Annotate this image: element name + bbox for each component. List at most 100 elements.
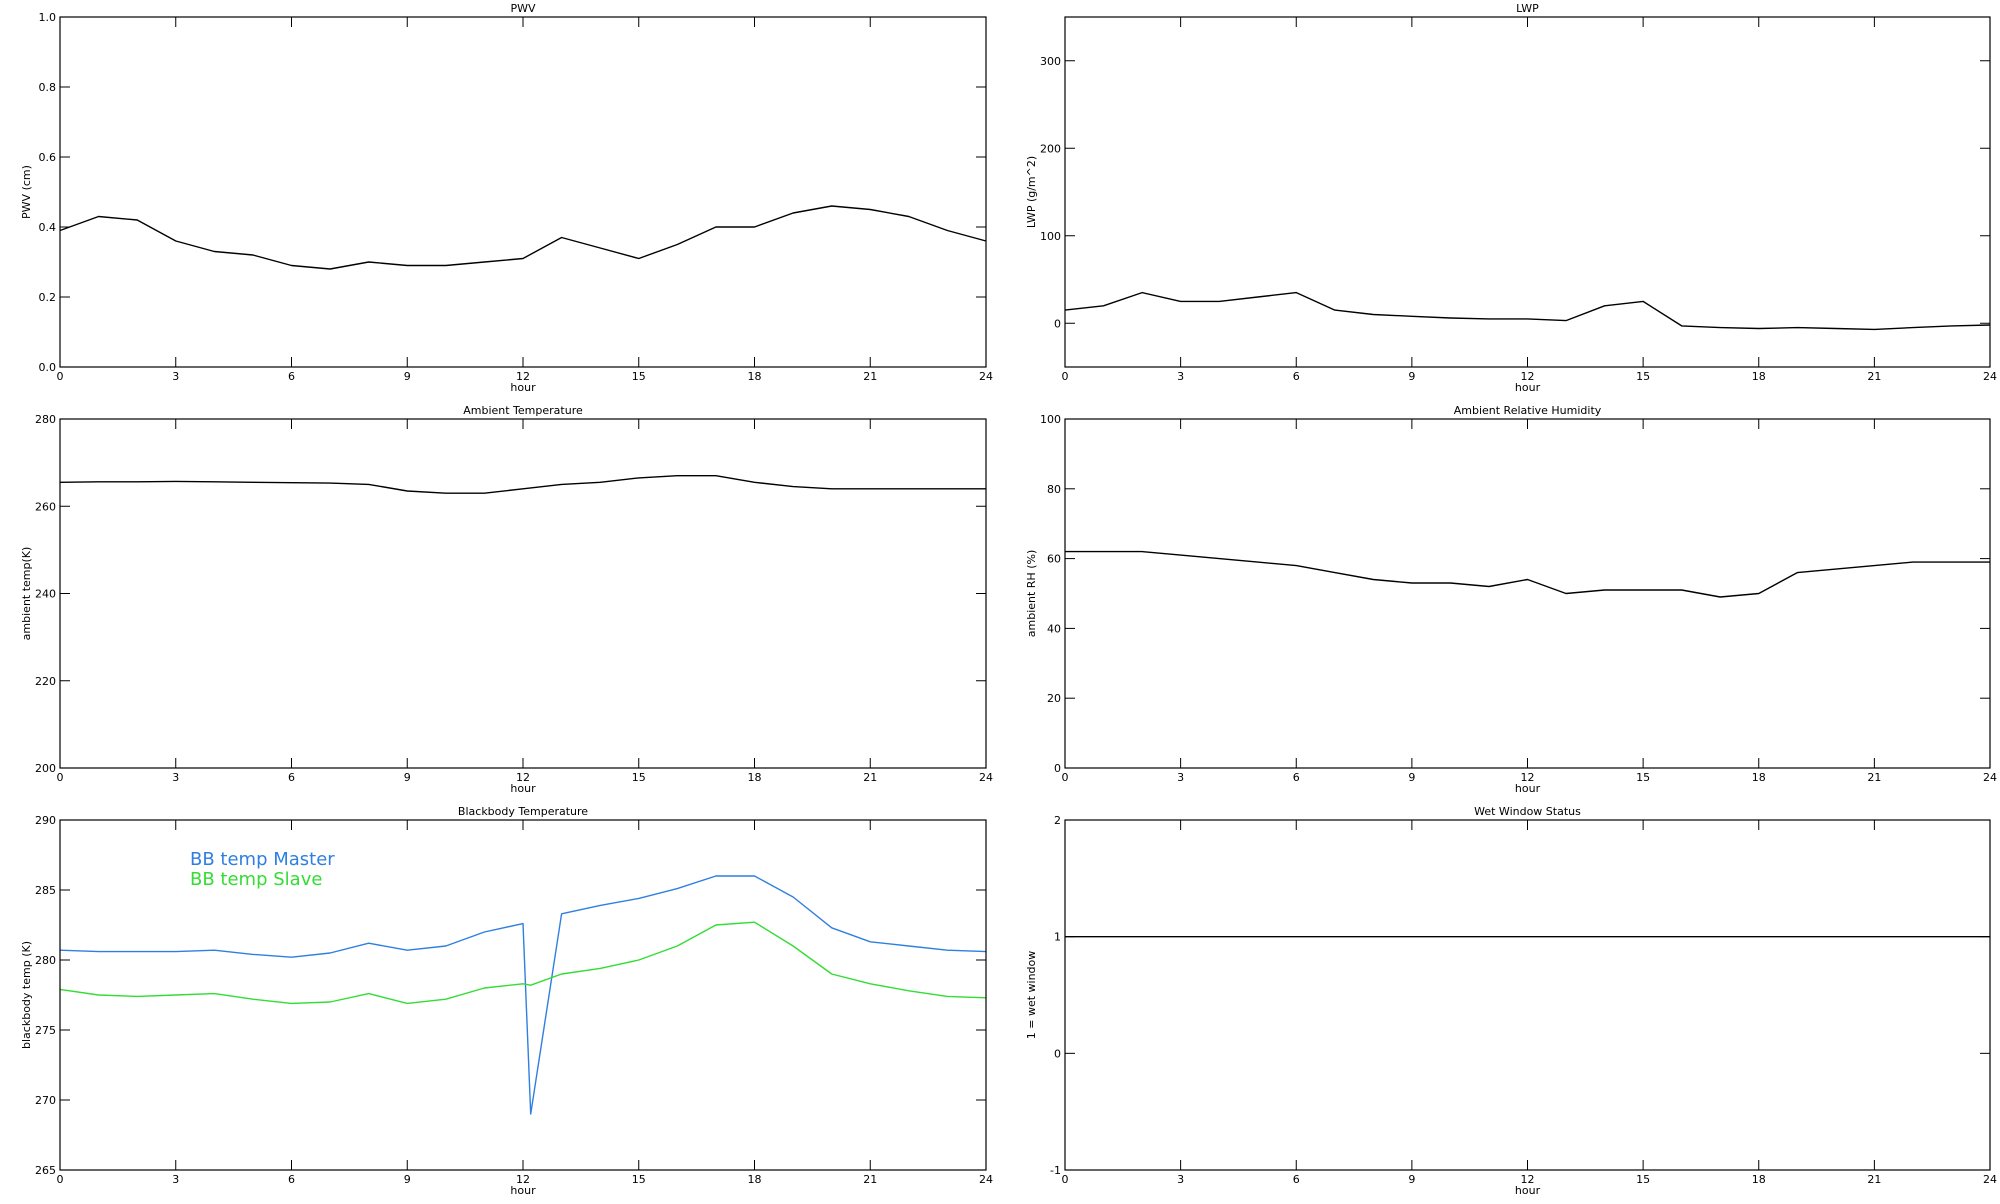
x-tick-label: 3 bbox=[172, 771, 179, 784]
x-tick-label: 3 bbox=[1177, 771, 1184, 784]
plot-frame bbox=[1064, 418, 1991, 769]
x-tick-label: 12 bbox=[1521, 370, 1535, 383]
x-tick-label: 6 bbox=[1293, 1173, 1300, 1186]
x-tick-label: 18 bbox=[1752, 1173, 1766, 1186]
chart-panel: LWP 0 3 6 9 12 15 18 21 24 0 100 200 300 hour LWP (g/m^… bbox=[1025, 2, 1997, 394]
x-tick-label: 0 bbox=[57, 370, 64, 383]
x-tick-label: 0 bbox=[1062, 771, 1069, 784]
x-tick-label: 21 bbox=[1867, 1173, 1881, 1186]
plot-frame bbox=[59, 16, 987, 368]
x-tick-label: 21 bbox=[863, 1173, 877, 1186]
chart-title: Wet Window Status bbox=[1474, 805, 1581, 818]
y-tick-label: 275 bbox=[35, 1024, 56, 1037]
x-tick-label: 6 bbox=[1293, 771, 1300, 784]
y-tick-label: 280 bbox=[35, 954, 56, 967]
x-tick-label: 9 bbox=[1408, 370, 1415, 383]
x-tick-label: 18 bbox=[1752, 771, 1766, 784]
plot-frame bbox=[1064, 819, 1991, 1171]
legend-entry: BB temp Slave bbox=[190, 869, 322, 890]
x-tick-label: 15 bbox=[632, 1173, 646, 1186]
x-tick-label: 0 bbox=[57, 771, 64, 784]
x-tick-label: 0 bbox=[1062, 370, 1069, 383]
y-tick-label: -1 bbox=[1050, 1164, 1061, 1177]
y-tick-label: 0.6 bbox=[39, 151, 57, 164]
y-tick-label: 220 bbox=[35, 675, 56, 688]
x-tick-label: 21 bbox=[1867, 370, 1881, 383]
x-tick-label: 15 bbox=[1636, 1173, 1650, 1186]
x-tick-label: 18 bbox=[748, 1173, 762, 1186]
x-axis-label: hour bbox=[510, 782, 536, 795]
x-tick-label: 3 bbox=[172, 1173, 179, 1186]
x-tick-label: 18 bbox=[748, 771, 762, 784]
x-tick-label: 6 bbox=[288, 370, 295, 383]
y-tick-label: 2 bbox=[1054, 814, 1061, 827]
x-tick-label: 3 bbox=[1177, 370, 1184, 383]
data-line bbox=[59, 875, 987, 1115]
chart-panel: Blackbody Temperature 0 3 6 9 12 15 18 21 24 265 27… bbox=[20, 805, 993, 1197]
x-tick-label: 6 bbox=[288, 1173, 295, 1186]
x-tick-label: 24 bbox=[1983, 771, 1997, 784]
x-tick-label: 18 bbox=[748, 370, 762, 383]
x-tick-label: 18 bbox=[1752, 370, 1766, 383]
y-tick-label: 1 bbox=[1054, 931, 1061, 944]
legend-entry: BB temp Master bbox=[190, 849, 335, 870]
data-line bbox=[1064, 291, 1991, 331]
y-tick-label: 200 bbox=[35, 762, 56, 775]
y-axis-label: ambient temp(K) bbox=[20, 547, 33, 641]
y-axis-label: PWV (cm) bbox=[20, 165, 33, 219]
y-tick-label: 100 bbox=[1040, 230, 1061, 243]
chart-title: Ambient Temperature bbox=[463, 404, 583, 417]
y-tick-label: 240 bbox=[35, 588, 56, 601]
x-tick-label: 0 bbox=[1062, 1173, 1069, 1186]
y-tick-label: 260 bbox=[35, 500, 56, 513]
y-tick-label: 0.8 bbox=[39, 81, 57, 94]
x-tick-label: 9 bbox=[1408, 771, 1415, 784]
x-tick-label: 24 bbox=[979, 370, 993, 383]
y-axis-label: LWP (g/m^2) bbox=[1025, 156, 1038, 228]
x-tick-label: 12 bbox=[1521, 1173, 1535, 1186]
x-tick-label: 21 bbox=[863, 370, 877, 383]
chart-title: LWP bbox=[1516, 2, 1539, 15]
plot-frame bbox=[1064, 16, 1991, 368]
y-tick-label: 265 bbox=[35, 1164, 56, 1177]
x-tick-label: 12 bbox=[516, 370, 530, 383]
y-tick-label: 0.2 bbox=[39, 291, 57, 304]
x-tick-label: 3 bbox=[1177, 1173, 1184, 1186]
y-tick-label: 40 bbox=[1047, 622, 1061, 635]
y-axis-label: blackbody temp (K) bbox=[20, 941, 33, 1049]
x-tick-label: 12 bbox=[1521, 771, 1535, 784]
data-line bbox=[59, 475, 986, 494]
chart-title: Blackbody Temperature bbox=[458, 805, 588, 818]
y-tick-label: 290 bbox=[35, 814, 56, 827]
chart-panel: Ambient Relative Humidity 0 3 6 9 12 15 18 21 24 0… bbox=[1025, 404, 1997, 795]
y-tick-label: 1.0 bbox=[39, 11, 57, 24]
x-tick-label: 24 bbox=[979, 771, 993, 784]
y-tick-label: 0.0 bbox=[39, 361, 57, 374]
x-tick-label: 6 bbox=[288, 771, 295, 784]
x-tick-label: 24 bbox=[1983, 1173, 1997, 1186]
y-tick-label: 300 bbox=[1040, 55, 1061, 68]
x-tick-label: 9 bbox=[404, 370, 411, 383]
x-axis-label: hour bbox=[510, 381, 536, 394]
chart-panel: PWV 0 3 6 9 12 15 18 21 24 0.0 0.2 0.4 0.6 0.8 1.0 hour P… bbox=[20, 2, 993, 394]
y-tick-label: 280 bbox=[35, 413, 56, 426]
x-tick-label: 12 bbox=[516, 1173, 530, 1186]
x-tick-label: 24 bbox=[979, 1173, 993, 1186]
x-tick-label: 15 bbox=[632, 771, 646, 784]
y-tick-label: 60 bbox=[1047, 553, 1061, 566]
x-tick-label: 21 bbox=[1867, 771, 1881, 784]
y-tick-label: 20 bbox=[1047, 692, 1061, 705]
x-axis-label: hour bbox=[510, 1184, 536, 1197]
x-tick-label: 12 bbox=[516, 771, 530, 784]
x-tick-label: 9 bbox=[1408, 1173, 1415, 1186]
y-tick-label: 270 bbox=[35, 1094, 56, 1107]
y-tick-label: 285 bbox=[35, 884, 56, 897]
x-tick-label: 15 bbox=[1636, 771, 1650, 784]
x-tick-label: 6 bbox=[1293, 370, 1300, 383]
x-tick-label: 9 bbox=[404, 771, 411, 784]
plot-frame bbox=[59, 819, 987, 1171]
chart-panel: Ambient Temperature 0 3 6 9 12 15 18 21 24 200 220 2… bbox=[20, 404, 993, 795]
x-tick-label: 9 bbox=[404, 1173, 411, 1186]
